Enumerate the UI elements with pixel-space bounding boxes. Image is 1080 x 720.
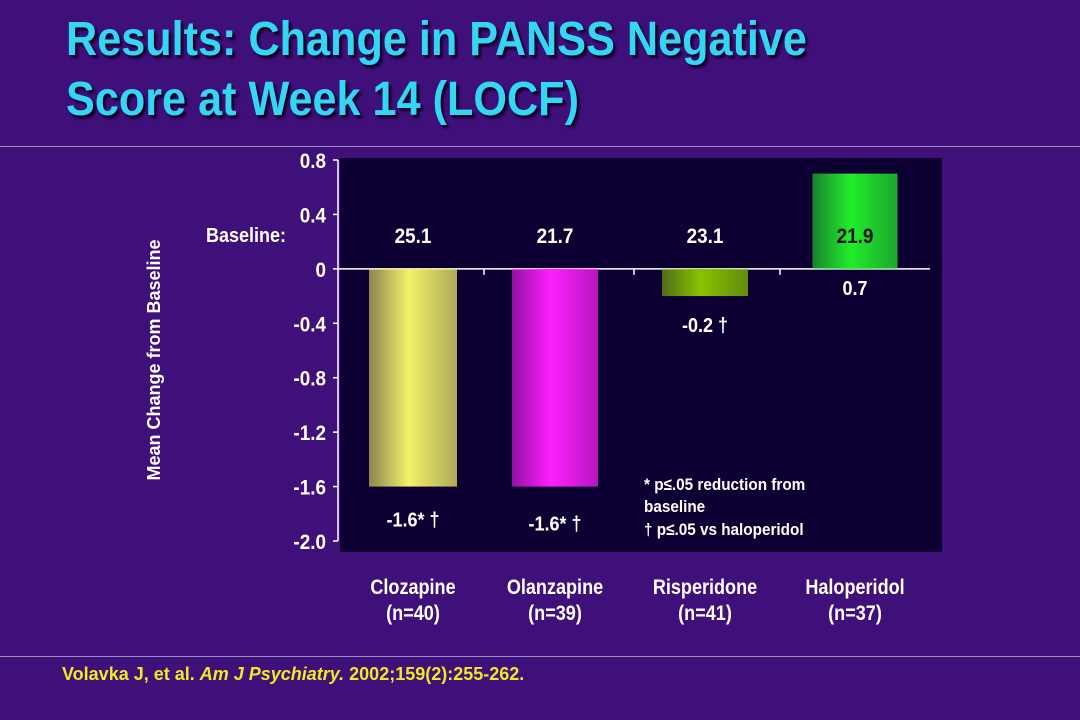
- y-tick-label: -0.8: [293, 368, 326, 391]
- baseline-value: 21.9: [837, 225, 874, 248]
- footnote-significance: * p≤.05 reduction from: [644, 475, 805, 494]
- slide-title: Results: Change in PANSS Negative Score …: [66, 10, 807, 130]
- bar-clozapine: [369, 268, 457, 487]
- baseline-label: Baseline:: [206, 225, 286, 247]
- category-n-label: (n=39): [528, 602, 582, 626]
- category-label: Clozapine: [370, 576, 455, 600]
- category-label: Risperidone: [653, 576, 757, 600]
- footnote-baseline: baseline: [644, 497, 705, 516]
- bottom-divider: [0, 656, 1080, 657]
- title-line-1: Results: Change in PANSS Negative: [66, 13, 807, 66]
- category-n-label: (n=37): [828, 602, 882, 626]
- y-tick-label: -1.6: [293, 477, 326, 500]
- bar-haloperidol: [812, 173, 898, 269]
- citation-details: 2002;159(2):255-262.: [344, 664, 525, 684]
- value-label: -0.2 †: [682, 315, 728, 337]
- y-tick-label: -1.2: [293, 422, 326, 445]
- value-label: -1.6* †: [386, 510, 439, 532]
- baseline-value: 25.1: [395, 225, 432, 248]
- category-label: Olanzapine: [507, 576, 603, 600]
- baseline-value: 21.7: [537, 225, 574, 248]
- y-tick-label: -2.0: [293, 531, 326, 554]
- bar-olanzapine: [512, 268, 598, 487]
- title-line-2: Score at Week 14 (LOCF): [66, 73, 579, 126]
- y-tick-label: 0.8: [300, 150, 326, 173]
- category-label: Haloperidol: [805, 576, 904, 600]
- footnote-haloperidol: † p≤.05 vs haloperidol: [644, 520, 804, 539]
- category-n-label: (n=41): [678, 602, 732, 626]
- y-axis-label: Mean Change from Baseline: [144, 239, 164, 480]
- citation-authors: Volavka J, et al.: [62, 664, 200, 684]
- citation: Volavka J, et al. Am J Psychiatry. 2002;…: [62, 664, 524, 685]
- y-tick-label: 0.4: [300, 205, 326, 228]
- value-label: -1.6* †: [528, 514, 581, 536]
- y-tick-label: 0: [315, 259, 326, 282]
- bar-risperidone: [662, 268, 748, 297]
- value-label: 0.7: [842, 278, 867, 300]
- baseline-value: 23.1: [687, 225, 724, 248]
- top-divider: [0, 146, 1080, 147]
- y-tick-label: -0.4: [293, 313, 326, 336]
- category-n-label: (n=40): [386, 602, 440, 626]
- citation-journal: Am J Psychiatry.: [199, 664, 345, 684]
